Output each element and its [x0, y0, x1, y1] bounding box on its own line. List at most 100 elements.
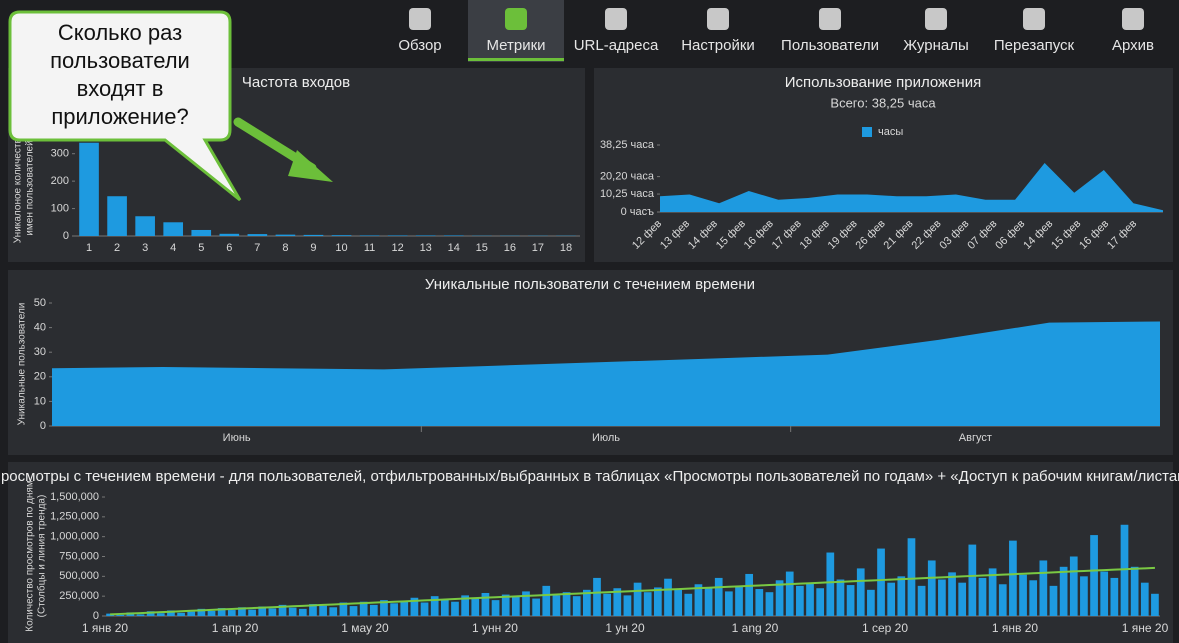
bar [856, 568, 865, 616]
nav-item[interactable]: Перезапуск [994, 8, 1075, 54]
x-tick-label: 1 яне 20 [1122, 621, 1169, 635]
nav-item[interactable]: Архив [1112, 8, 1154, 54]
bar [207, 610, 216, 616]
bar [248, 609, 256, 616]
bar [1100, 571, 1109, 616]
nav-icon [925, 8, 947, 30]
nav-icon [819, 8, 841, 30]
nav-item[interactable]: URL-адреса [574, 8, 659, 54]
bar [461, 595, 469, 616]
y-tick-label: 300 [51, 148, 69, 160]
x-tick-label: 17 [532, 242, 544, 254]
bar [410, 597, 419, 616]
bar [275, 234, 296, 236]
bar [1059, 566, 1068, 616]
y-tick-label: 200 [51, 175, 69, 187]
bar [191, 229, 212, 236]
bar [867, 589, 875, 616]
bar [451, 601, 459, 616]
y-axis-label: Количество просмотров по дням [25, 480, 36, 632]
x-tick-label: 1 [86, 242, 92, 254]
bar [217, 608, 226, 616]
bar [415, 235, 436, 236]
area [660, 162, 1163, 212]
bar [420, 602, 429, 616]
bar [79, 142, 99, 236]
nav-label: Перезапуск [994, 37, 1075, 54]
y-tick-label: 1,000,000 [50, 531, 99, 543]
x-tick-label: 6 [226, 242, 232, 254]
nav-icon [409, 8, 431, 30]
bar [1140, 582, 1149, 616]
chart-title: Использование приложения [785, 74, 981, 91]
bar [1039, 560, 1048, 616]
chart-subtitle: Всего: 38,25 часа [830, 95, 936, 110]
bar [319, 605, 327, 616]
bar [471, 597, 480, 616]
bar [167, 610, 175, 616]
bar [309, 604, 317, 616]
bar [826, 552, 835, 616]
x-tick-label: 1 янв 20 [992, 621, 1039, 635]
y-tick-label: 0 [40, 420, 46, 432]
chart-title: Просмотры с течением времени - для польз… [0, 468, 1179, 485]
bar [177, 612, 185, 616]
nav-label: Метрики [486, 37, 545, 54]
chart: Просмотры с течением времени - для польз… [0, 468, 1179, 635]
x-tick-label: 1 унн 20 [472, 621, 518, 635]
nav-icon [605, 8, 627, 30]
bar [704, 588, 713, 616]
bar [1151, 593, 1159, 616]
bar [978, 577, 987, 616]
nav-label: Пользователи [781, 37, 879, 54]
nav-label: Журналы [903, 37, 969, 54]
bar [400, 600, 409, 616]
bar [219, 233, 240, 236]
bar [674, 589, 683, 616]
bar [135, 216, 155, 236]
nav-item[interactable]: Пользователи [781, 8, 879, 54]
x-tick-label: Август [959, 432, 992, 444]
legend-label: часы [878, 126, 903, 138]
nav-item[interactable]: Настройки [681, 8, 755, 54]
bar [836, 579, 845, 616]
bar [146, 611, 155, 616]
bar [1110, 577, 1119, 616]
x-tick-label: 1 янв 20 [82, 621, 129, 635]
x-tick-label: 10 [335, 242, 347, 254]
nav-item[interactable]: Обзор [398, 8, 442, 54]
y-tick-label: 0 [63, 230, 69, 242]
bar [785, 571, 794, 616]
nav-item[interactable]: Журналы [903, 8, 969, 54]
bar [542, 585, 551, 616]
bar [887, 582, 896, 616]
x-tick-label: 9 [310, 242, 316, 254]
y-axis-label: Уникальные пользователи [17, 303, 28, 426]
chart: Частота входов Уникалоное количество имен … [13, 74, 580, 254]
callout: Сколько раз пользователи входят в приложени… [8, 10, 333, 202]
bar [643, 592, 652, 616]
bar [613, 588, 622, 616]
bar [745, 573, 754, 616]
bar [106, 613, 114, 616]
nav-label: Архив [1112, 37, 1154, 54]
bar [725, 591, 733, 616]
chart: Уникальные пользователи с течением време… [17, 276, 1160, 444]
bar [390, 603, 398, 616]
y-tick-label: 20 [34, 371, 46, 383]
nav-item[interactable]: Метрики [468, 0, 564, 62]
bar [846, 585, 855, 616]
bar [443, 235, 464, 236]
panel [594, 68, 1173, 262]
bar [775, 580, 784, 616]
x-tick-label: 8 [282, 242, 288, 254]
bar [501, 594, 510, 616]
callout-text: входят в [77, 76, 164, 101]
bar [136, 614, 145, 616]
bar [684, 593, 693, 616]
bar [1069, 556, 1078, 616]
bar [491, 600, 500, 616]
bar [552, 595, 561, 616]
bar [1029, 580, 1038, 616]
y-tick-label: 750,000 [59, 550, 99, 562]
